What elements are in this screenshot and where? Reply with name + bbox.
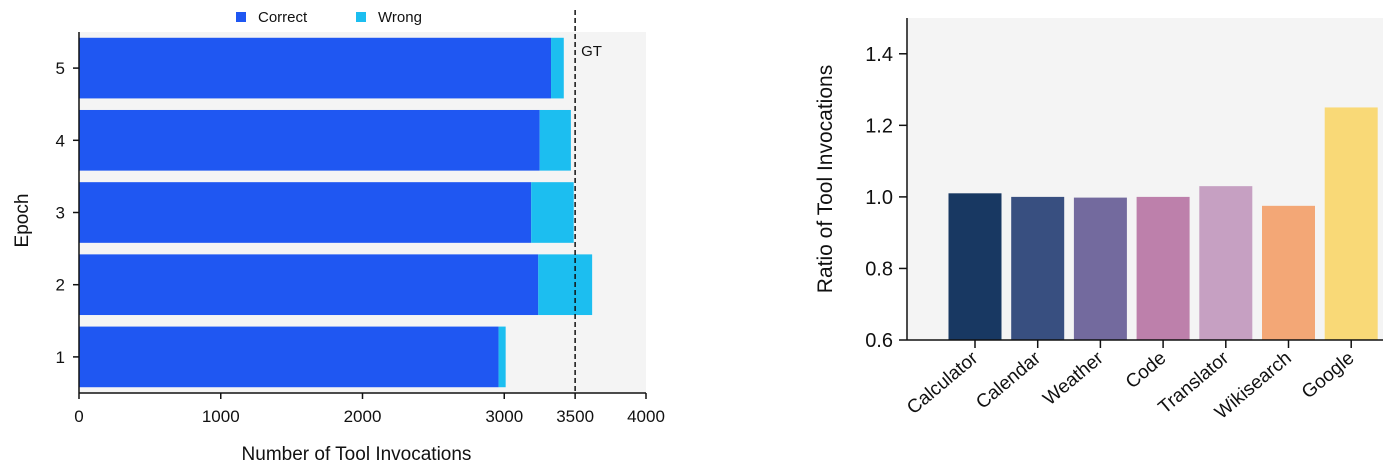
bar-wrong-epoch-4 bbox=[539, 109, 571, 171]
x-tick-label: 3000 bbox=[485, 407, 523, 426]
x-tick-label: 0 bbox=[74, 407, 83, 426]
bar-wrong-epoch-3 bbox=[531, 182, 574, 243]
x-tick-label: Google bbox=[1298, 348, 1358, 403]
x-tick-label: Calendar bbox=[972, 347, 1045, 413]
bar-correct-epoch-2 bbox=[79, 254, 539, 316]
bar-correct-epoch-5 bbox=[79, 37, 552, 99]
y-tick-label: 3 bbox=[56, 204, 65, 223]
bar-calendar bbox=[1011, 196, 1065, 340]
y-tick-label: 2 bbox=[56, 276, 65, 295]
y-tick-label: 0.6 bbox=[865, 330, 893, 352]
x-tick-label: Weather bbox=[1039, 347, 1108, 409]
legend-swatch-wrong bbox=[356, 12, 366, 22]
legend: Correct Wrong bbox=[236, 9, 422, 26]
y-tick-label: 1.0 bbox=[865, 187, 893, 209]
legend-label-correct: Correct bbox=[258, 9, 308, 26]
bar-weather bbox=[1073, 197, 1127, 340]
x-tick-label: 4000 bbox=[627, 407, 665, 426]
bar-correct-epoch-4 bbox=[79, 109, 540, 171]
x-tick-label: Code bbox=[1122, 348, 1170, 393]
y-tick-label: 5 bbox=[56, 59, 65, 78]
left-y-axis-label: Epoch bbox=[12, 194, 33, 248]
x-tick-label: 3500 bbox=[556, 407, 594, 426]
left-bars bbox=[79, 37, 593, 388]
bar-code bbox=[1136, 196, 1190, 340]
y-tick-label: 1.4 bbox=[865, 44, 893, 66]
gt-label: GT bbox=[581, 43, 602, 60]
bar-wrong-epoch-1 bbox=[498, 326, 506, 388]
bar-google bbox=[1324, 107, 1378, 340]
bar-wrong-epoch-2 bbox=[538, 254, 593, 316]
left-chart: GT 0 1000 2000 3000 3500 4000 1 2 3 4 5 Number of… bbox=[12, 9, 665, 465]
right-y-axis-label: Ratio of Tool Invocations bbox=[814, 65, 837, 293]
x-tick-label: Calculator bbox=[903, 347, 983, 419]
x-tick-label: 2000 bbox=[344, 407, 382, 426]
left-y-ticks: 1 2 3 4 5 bbox=[56, 59, 79, 367]
bar-wikisearch bbox=[1262, 205, 1315, 340]
bar-translator bbox=[1199, 186, 1253, 340]
legend-label-wrong: Wrong bbox=[378, 9, 422, 26]
bar-correct-epoch-3 bbox=[79, 182, 532, 243]
y-tick-label: 0.8 bbox=[865, 258, 893, 280]
bar-calculator bbox=[948, 193, 1002, 340]
right-y-ticks: 0.6 0.8 1.0 1.2 1.4 bbox=[865, 44, 907, 352]
y-tick-label: 1 bbox=[56, 348, 65, 367]
left-x-axis-label: Number of Tool Invocations bbox=[242, 444, 472, 465]
bar-correct-epoch-1 bbox=[79, 326, 499, 388]
y-tick-label: 4 bbox=[56, 131, 65, 150]
bar-wrong-epoch-5 bbox=[551, 37, 564, 99]
left-x-ticks: 0 1000 2000 3000 3500 4000 bbox=[74, 393, 665, 426]
y-tick-label: 1.2 bbox=[865, 115, 893, 137]
right-bars bbox=[948, 107, 1378, 340]
x-tick-label: 1000 bbox=[202, 407, 240, 426]
legend-swatch-correct bbox=[236, 12, 246, 22]
